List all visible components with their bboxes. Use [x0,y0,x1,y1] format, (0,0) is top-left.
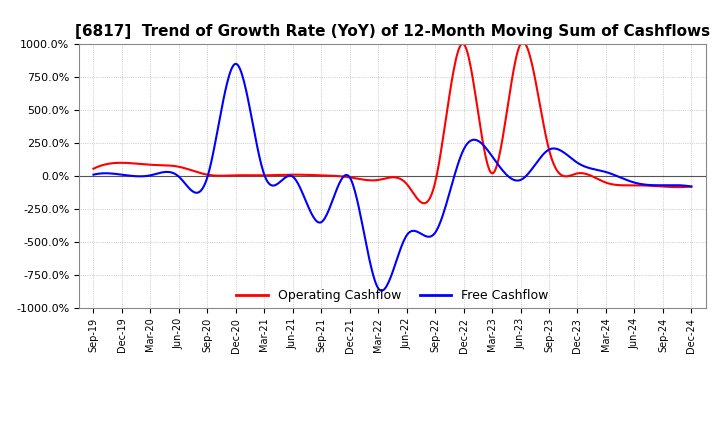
Operating Cashflow [541,132,550,137]
Free Cashflow [490,158,499,163]
Free Cashflow [377,288,386,293]
Operating Cashflow [89,166,98,172]
Operating Cashflow [443,110,451,115]
Line: Operating Cashflow: Operating Cashflow [94,42,691,203]
Free Cashflow [444,196,452,202]
Operating Cashflow [518,40,527,45]
Title: [6817]  Trend of Growth Rate (YoY) of 12-Month Moving Sum of Cashflows: [6817] Trend of Growth Rate (YoY) of 12-… [75,24,710,39]
Free Cashflow [244,97,253,103]
Free Cashflow [541,149,550,154]
Legend: Operating Cashflow, Free Cashflow: Operating Cashflow, Free Cashflow [231,284,554,307]
Free Cashflow [687,184,696,189]
Operating Cashflow [195,170,204,176]
Operating Cashflow [490,170,498,175]
Free Cashflow [361,235,369,240]
Operating Cashflow [243,172,251,178]
Line: Free Cashflow: Free Cashflow [94,64,691,291]
Free Cashflow [89,172,98,177]
Operating Cashflow [359,177,368,182]
Operating Cashflow [420,201,428,206]
Free Cashflow [232,61,240,66]
Free Cashflow [195,189,204,194]
Operating Cashflow [687,184,696,189]
